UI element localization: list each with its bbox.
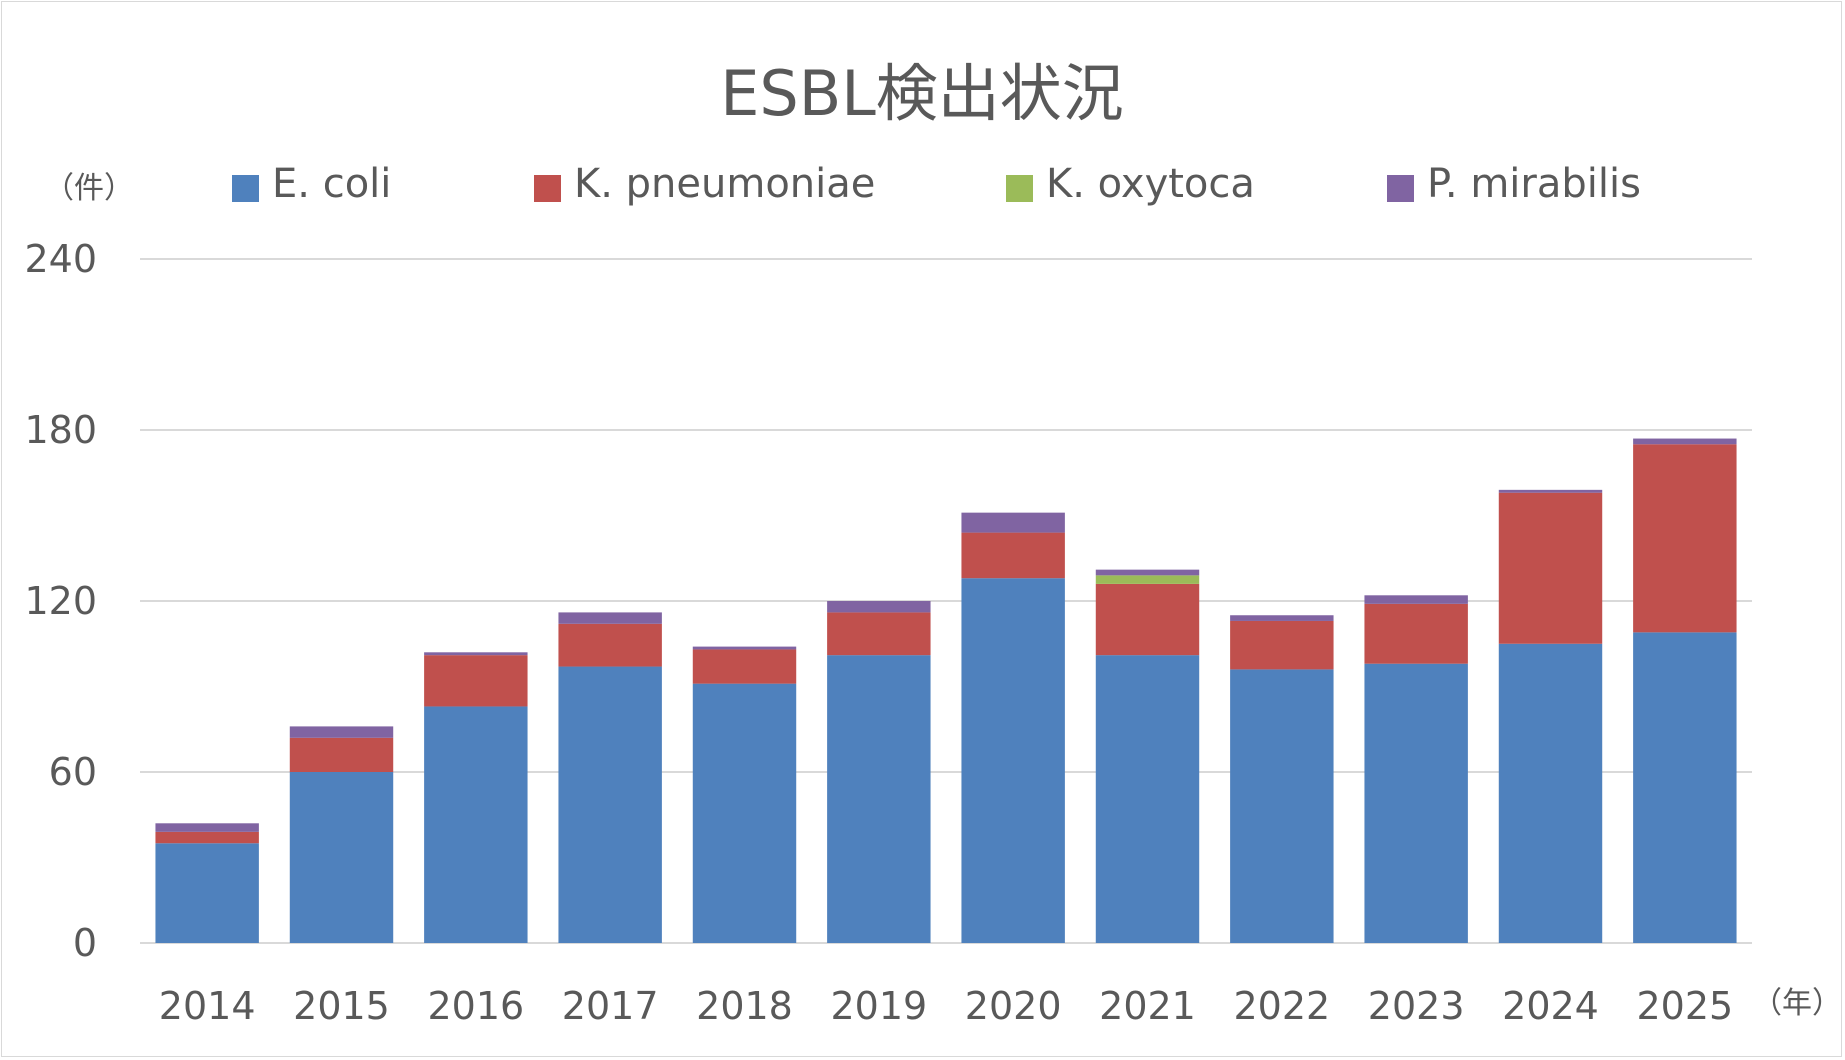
- legend-swatch: [534, 175, 561, 202]
- bars: [155, 438, 1737, 943]
- x-tick-label: 2016: [427, 984, 524, 1028]
- bar-k-pneumoniae-2017: [558, 623, 662, 667]
- legend-swatch: [1387, 175, 1414, 202]
- bar-k-pneumoniae-2018: [692, 649, 797, 684]
- x-tick-label: 2019: [830, 984, 927, 1028]
- bar-p-mirabilis-2021: [1095, 569, 1200, 576]
- x-tick-label: 2024: [1502, 984, 1599, 1028]
- bar-k-pneumoniae-2020: [961, 532, 1065, 579]
- x-tick-label: 2020: [965, 984, 1062, 1028]
- bar-e-coli-2019: [827, 655, 931, 943]
- bar-p-mirabilis-2016: [424, 652, 528, 656]
- bar-p-mirabilis-2018: [692, 646, 797, 650]
- bar-k-pneumoniae-2025: [1633, 444, 1737, 633]
- bar-e-coli-2015: [289, 772, 394, 943]
- bar-e-coli-2022: [1230, 669, 1334, 943]
- y-tick-label: 240: [24, 237, 97, 281]
- bar-e-coli-2014: [155, 843, 259, 943]
- bar-p-mirabilis-2019: [827, 601, 931, 613]
- x-tick-label: 2017: [562, 984, 659, 1028]
- bar-k-pneumoniae-2014: [155, 831, 259, 844]
- legend: E. coli K. pneumoniae K. oxytoca P. mirabil…: [232, 161, 1641, 207]
- y-axis-unit-label: （件）: [44, 171, 134, 206]
- x-axis-ticks: 2014 2015 2016 2017 2018 2019 2020 2021 2022 2023…: [159, 984, 1733, 1028]
- chart-title: ESBL検出状況: [720, 57, 1124, 130]
- legend-label: K. pneumoniae: [574, 161, 875, 207]
- bar-p-mirabilis-2022: [1230, 615, 1334, 621]
- bar-k-pneumoniae-2021: [1095, 583, 1200, 656]
- y-tick-label: 60: [49, 750, 97, 794]
- bar-e-coli-2025: [1633, 632, 1737, 943]
- x-tick-label: 2014: [159, 984, 256, 1028]
- legend-label: P. mirabilis: [1427, 161, 1641, 207]
- legend-swatch: [232, 175, 259, 202]
- x-axis-unit-label: （年）: [1752, 986, 1842, 1021]
- bar-p-mirabilis-2020: [961, 512, 1065, 533]
- bar-p-mirabilis-2025: [1633, 438, 1737, 445]
- bar-k-pneumoniae-2023: [1364, 603, 1468, 664]
- y-axis-ticks: 0 60 120 180 240: [24, 237, 97, 965]
- bar-p-mirabilis-2024: [1498, 489, 1603, 493]
- bar-k-oxytoca-2021: [1095, 575, 1200, 584]
- bar-e-coli-2023: [1364, 663, 1468, 943]
- x-tick-label: 2015: [293, 984, 390, 1028]
- bar-k-pneumoniae-2024: [1498, 492, 1603, 644]
- bar-e-coli-2016: [424, 706, 528, 943]
- bar-e-coli-2024: [1498, 643, 1603, 943]
- legend-label: E. coli: [272, 161, 391, 207]
- bar-k-pneumoniae-2015: [289, 737, 394, 772]
- x-tick-label: 2018: [696, 984, 793, 1028]
- y-tick-label: 0: [73, 921, 97, 965]
- bar-k-pneumoniae-2022: [1230, 620, 1334, 670]
- legend-label: K. oxytoca: [1046, 161, 1255, 207]
- x-tick-label: 2023: [1368, 984, 1465, 1028]
- bar-e-coli-2020: [961, 578, 1065, 943]
- bar-e-coli-2017: [558, 666, 662, 943]
- bar-e-coli-2018: [692, 683, 797, 943]
- x-tick-label: 2025: [1636, 984, 1733, 1028]
- bar-e-coli-2021: [1095, 655, 1200, 943]
- x-tick-label: 2021: [1099, 984, 1196, 1028]
- x-tick-label: 2022: [1233, 984, 1330, 1028]
- bar-k-pneumoniae-2019: [827, 612, 931, 656]
- gridlines: [140, 258, 1752, 944]
- bar-k-pneumoniae-2016: [424, 655, 528, 707]
- bar-p-mirabilis-2014: [155, 823, 259, 832]
- y-tick-label: 120: [24, 579, 97, 623]
- bar-p-mirabilis-2017: [558, 612, 662, 624]
- bar-p-mirabilis-2015: [289, 726, 394, 738]
- legend-swatch: [1006, 175, 1033, 202]
- bar-p-mirabilis-2023: [1364, 595, 1468, 604]
- y-tick-label: 180: [24, 408, 97, 452]
